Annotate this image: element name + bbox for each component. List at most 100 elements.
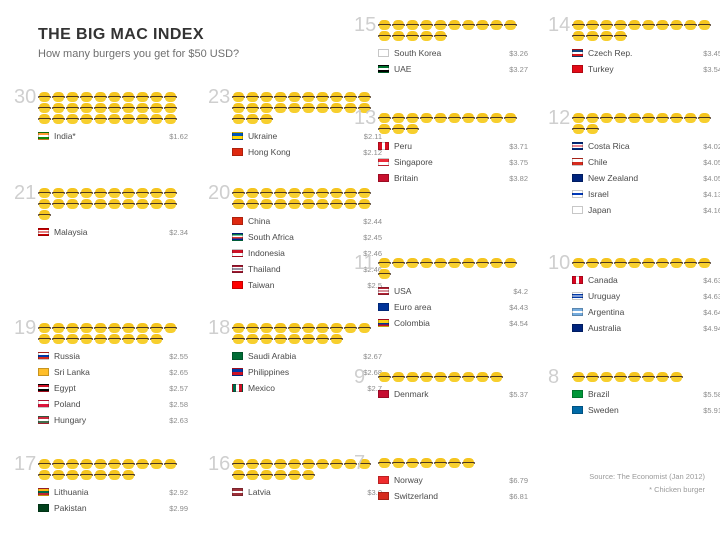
country-row[interactable]: Denmark $5.37 bbox=[378, 386, 528, 402]
country-row[interactable]: Australia $4.94 bbox=[572, 320, 720, 336]
burger-row bbox=[232, 188, 376, 210]
country-row[interactable]: USA $4.2 bbox=[378, 283, 528, 299]
burger-icon bbox=[406, 124, 420, 135]
country-row[interactable]: Sweden $5.91 bbox=[572, 402, 720, 418]
country-row[interactable]: Philippines $2.68 bbox=[232, 364, 382, 380]
burger-icon bbox=[572, 31, 586, 42]
country-name: Latvia bbox=[248, 487, 271, 497]
country-row[interactable]: Sri Lanka $2.65 bbox=[38, 364, 188, 380]
burger-count-label: 13 bbox=[354, 107, 377, 129]
burger-icon bbox=[136, 459, 150, 470]
country-price: $2.5 bbox=[367, 280, 382, 290]
country-name: South Africa bbox=[248, 232, 294, 242]
burger-icon bbox=[406, 31, 420, 42]
burger-icon bbox=[122, 199, 136, 210]
burger-icon bbox=[274, 199, 288, 210]
burger-icon bbox=[136, 103, 150, 114]
burger-row bbox=[572, 258, 716, 269]
country-row[interactable]: Thailand $2.46 bbox=[232, 261, 382, 277]
flag-icon bbox=[232, 384, 243, 392]
country-row[interactable]: Latvia $3.0 bbox=[232, 484, 382, 500]
country-name: Egypt bbox=[54, 383, 76, 393]
country-row[interactable]: Ukraine $2.11 bbox=[232, 128, 382, 144]
country-row[interactable]: South Korea $3.26 bbox=[378, 45, 528, 61]
burger-icon bbox=[52, 92, 66, 103]
burger-group: 23 Ukraine $2.11 Hong Kong $2.12 bbox=[208, 87, 382, 160]
country-row[interactable]: Peru $3.71 bbox=[378, 138, 528, 154]
country-row[interactable]: Turkey $3.54 bbox=[572, 61, 720, 77]
flag-icon bbox=[38, 384, 49, 392]
country-row[interactable]: Malaysia $2.34 bbox=[38, 224, 188, 240]
burger-icon bbox=[600, 113, 614, 124]
country-row[interactable]: Singapore $3.75 bbox=[378, 154, 528, 170]
burger-icon bbox=[656, 20, 670, 31]
country-row[interactable]: Uruguay $4.63 bbox=[572, 288, 720, 304]
country-list: Czech Rep. $3.45 Turkey $3.54 bbox=[572, 45, 720, 77]
country-row[interactable]: Chile $4.05 bbox=[572, 154, 720, 170]
country-row[interactable]: UAE $3.27 bbox=[378, 61, 528, 77]
country-row[interactable]: Pakistan $2.99 bbox=[38, 500, 188, 516]
country-row[interactable]: Egypt $2.57 bbox=[38, 380, 188, 396]
country-row[interactable]: Canada $4.63 bbox=[572, 272, 720, 288]
burger-icon bbox=[642, 372, 656, 383]
burger-icon bbox=[232, 470, 246, 481]
burger-icon bbox=[600, 20, 614, 31]
country-row[interactable]: India* $1.62 bbox=[38, 128, 188, 144]
country-row[interactable]: China $2.44 bbox=[232, 213, 382, 229]
country-row[interactable]: Argentina $4.64 bbox=[572, 304, 720, 320]
country-row[interactable]: Taiwan $2.5 bbox=[232, 277, 382, 293]
burger-icon bbox=[274, 92, 288, 103]
burger-group: 13 Peru $3.71 Singapore $3.75 Britain $3.82 bbox=[354, 107, 528, 186]
country-price: $4.13 bbox=[703, 189, 720, 199]
country-name: Poland bbox=[54, 399, 81, 409]
country-row[interactable]: Costa Rica $4.02 bbox=[572, 138, 720, 154]
country-row[interactable]: Hungary $2.63 bbox=[38, 412, 188, 428]
burger-icon bbox=[122, 114, 136, 125]
burger-icon bbox=[122, 92, 136, 103]
flag-icon bbox=[232, 281, 243, 289]
burger-icon bbox=[38, 459, 52, 470]
country-row[interactable]: Saudi Arabia $2.67 bbox=[232, 348, 382, 364]
country-row[interactable]: Poland $2.58 bbox=[38, 396, 188, 412]
country-name: Hong Kong bbox=[248, 147, 291, 157]
burger-icon bbox=[434, 31, 448, 42]
burger-icon bbox=[344, 199, 358, 210]
country-row[interactable]: Czech Rep. $3.45 bbox=[572, 45, 720, 61]
country-price: $2.46 bbox=[363, 264, 382, 274]
country-name: Israel bbox=[588, 189, 609, 199]
country-row[interactable]: Russia $2.55 bbox=[38, 348, 188, 364]
burger-icon bbox=[614, 31, 628, 42]
country-row[interactable]: Lithuania $2.92 bbox=[38, 484, 188, 500]
burger-count-label: 7 bbox=[354, 452, 366, 474]
country-row[interactable]: Japan $4.16 bbox=[572, 202, 720, 218]
country-row[interactable]: Hong Kong $2.12 bbox=[232, 144, 382, 160]
country-row[interactable]: Brazil $5.58 bbox=[572, 386, 720, 402]
burger-icon bbox=[52, 114, 66, 125]
burger-icon bbox=[246, 92, 260, 103]
burger-icon bbox=[52, 459, 66, 470]
flag-icon bbox=[572, 292, 583, 300]
burger-icon bbox=[52, 323, 66, 334]
country-row[interactable]: Colombia $4.54 bbox=[378, 315, 528, 331]
country-row[interactable]: New Zealand $4.05 bbox=[572, 170, 720, 186]
burger-icon bbox=[448, 372, 462, 383]
country-row[interactable]: Euro area $4.43 bbox=[378, 299, 528, 315]
country-row[interactable]: South Africa $2.45 bbox=[232, 229, 382, 245]
flag-icon bbox=[38, 368, 49, 376]
country-row[interactable]: Mexico $2.7 bbox=[232, 380, 382, 396]
country-row[interactable]: Norway $6.79 bbox=[378, 472, 528, 488]
country-row[interactable]: Britain $3.82 bbox=[378, 170, 528, 186]
country-row[interactable]: Switzerland $6.81 bbox=[378, 488, 528, 504]
country-row[interactable]: Indonesia $2.46 bbox=[232, 245, 382, 261]
group-header: 8 bbox=[548, 367, 720, 387]
burger-icon bbox=[52, 103, 66, 114]
flag-icon bbox=[232, 488, 243, 496]
burger-group: 11 USA $4.2 Euro area $4.43 Colombia $4.54 bbox=[354, 253, 528, 331]
burger-icon bbox=[684, 20, 698, 31]
country-list: Costa Rica $4.02 Chile $4.05 New Zealand $4.0… bbox=[572, 138, 720, 218]
burger-icon bbox=[136, 323, 150, 334]
burger-icon bbox=[698, 258, 712, 269]
burger-group: 10 Canada $4.63 Uruguay $4.63 Argentina $4.64 A… bbox=[548, 253, 720, 336]
country-row[interactable]: Israel $4.13 bbox=[572, 186, 720, 202]
group-header: 19 bbox=[14, 318, 188, 345]
